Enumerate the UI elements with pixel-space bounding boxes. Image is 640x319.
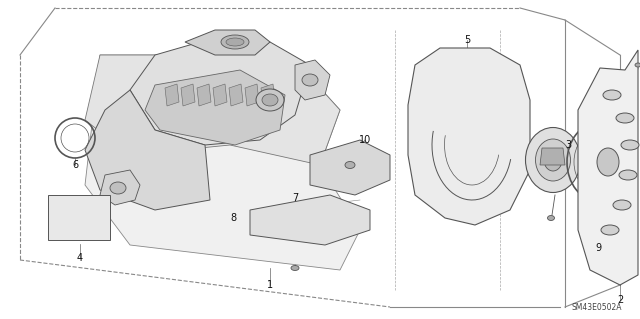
Polygon shape xyxy=(130,42,310,145)
Text: 1: 1 xyxy=(267,280,273,290)
Ellipse shape xyxy=(226,38,244,46)
Ellipse shape xyxy=(547,216,554,220)
Ellipse shape xyxy=(619,170,637,180)
Polygon shape xyxy=(85,55,360,270)
Ellipse shape xyxy=(110,182,126,194)
Polygon shape xyxy=(310,140,390,195)
Polygon shape xyxy=(295,60,330,100)
Ellipse shape xyxy=(256,89,284,111)
Text: 9: 9 xyxy=(595,243,601,253)
Polygon shape xyxy=(48,195,110,240)
Polygon shape xyxy=(197,84,211,106)
Text: 8: 8 xyxy=(230,213,236,223)
Ellipse shape xyxy=(221,35,249,49)
Text: 6: 6 xyxy=(72,160,78,170)
Polygon shape xyxy=(145,70,285,145)
Ellipse shape xyxy=(291,265,299,271)
Polygon shape xyxy=(185,30,270,55)
Polygon shape xyxy=(100,170,140,205)
Polygon shape xyxy=(85,90,210,210)
Polygon shape xyxy=(408,48,530,225)
Ellipse shape xyxy=(603,90,621,100)
Ellipse shape xyxy=(536,139,570,181)
Polygon shape xyxy=(578,50,638,285)
Ellipse shape xyxy=(525,128,580,192)
Text: 7: 7 xyxy=(292,193,298,203)
Ellipse shape xyxy=(544,149,562,171)
Text: 2: 2 xyxy=(617,295,623,305)
Ellipse shape xyxy=(601,225,619,235)
Text: 10: 10 xyxy=(359,135,371,145)
Ellipse shape xyxy=(302,74,318,86)
Polygon shape xyxy=(213,84,227,106)
Ellipse shape xyxy=(262,94,278,106)
Ellipse shape xyxy=(635,63,640,67)
Ellipse shape xyxy=(616,113,634,123)
Polygon shape xyxy=(540,148,565,165)
Text: 4: 4 xyxy=(77,253,83,263)
Polygon shape xyxy=(85,55,340,165)
Text: SM43E0502A: SM43E0502A xyxy=(572,303,622,312)
Polygon shape xyxy=(250,195,370,245)
Polygon shape xyxy=(261,84,275,106)
Polygon shape xyxy=(229,84,243,106)
Polygon shape xyxy=(245,84,259,106)
Polygon shape xyxy=(165,84,179,106)
Polygon shape xyxy=(181,84,195,106)
Ellipse shape xyxy=(613,200,631,210)
Ellipse shape xyxy=(621,140,639,150)
Ellipse shape xyxy=(597,148,619,176)
Text: 3: 3 xyxy=(565,140,571,150)
Ellipse shape xyxy=(345,161,355,168)
Text: 5: 5 xyxy=(464,35,470,45)
